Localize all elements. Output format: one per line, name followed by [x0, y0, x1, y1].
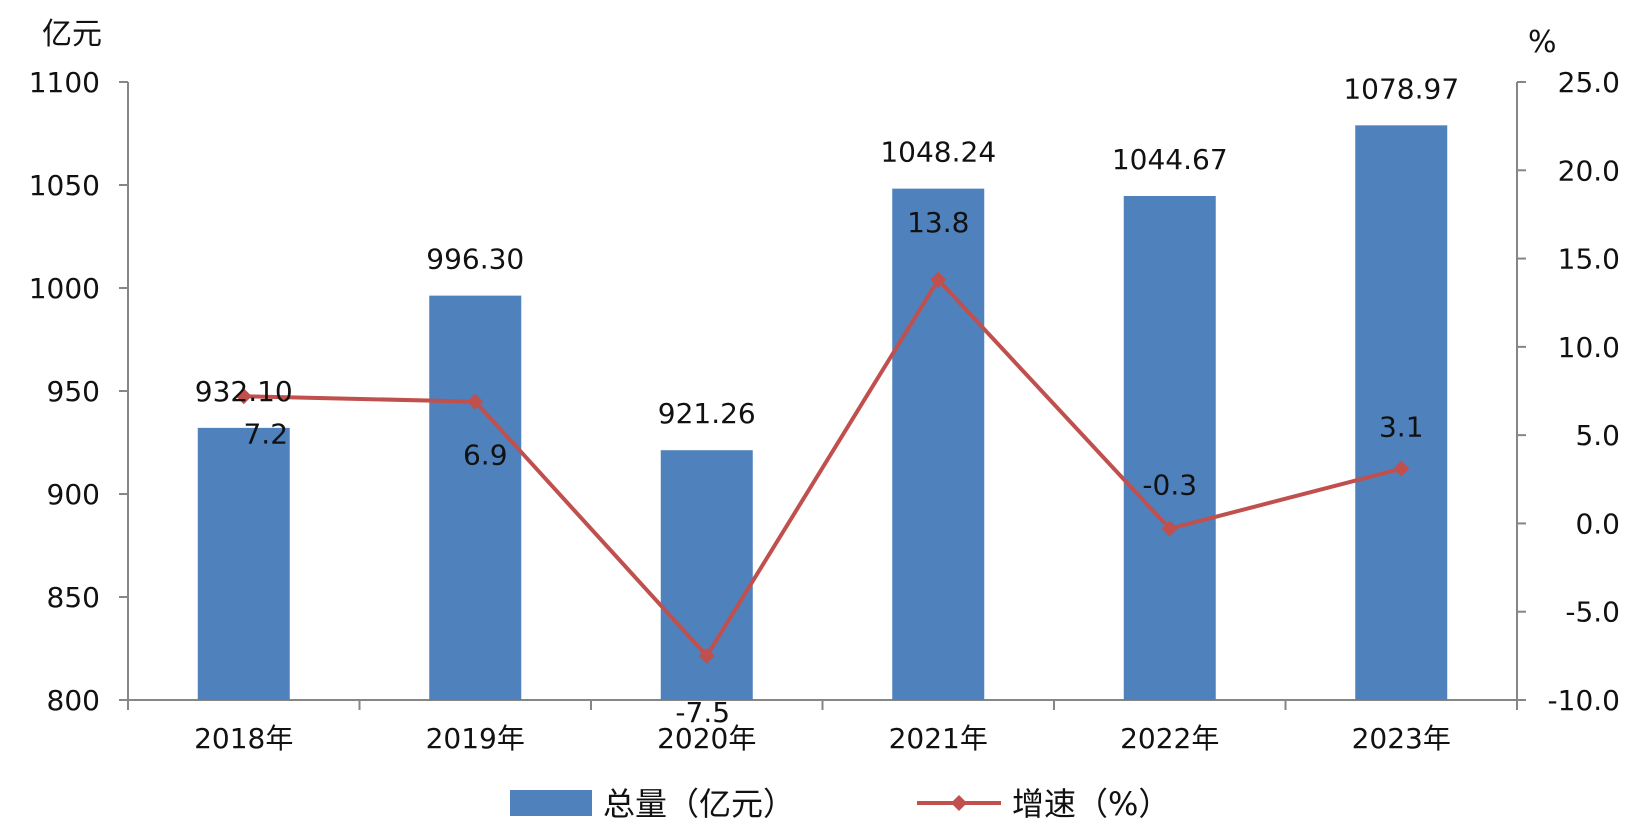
right-tick-label: 25.0 [1558, 66, 1620, 99]
bar-value-label: 1048.24 [880, 136, 996, 169]
bar [1355, 125, 1448, 701]
legend-label-line: 增速（%） [1012, 785, 1170, 823]
legend-swatch-bar [510, 790, 592, 816]
right-tick-label: 5.0 [1575, 419, 1620, 452]
left-tick-label: 1000 [29, 272, 100, 305]
x-tick-label: 2021年 [889, 722, 988, 755]
left-tick-label: 1100 [29, 66, 100, 99]
left-tick-label: 1050 [29, 169, 100, 202]
right-tick-label: -10.0 [1548, 684, 1620, 717]
bar [429, 295, 522, 700]
growth-marker [467, 393, 484, 410]
legend-marker-diamond [951, 795, 967, 811]
bar-value-label: 996.30 [426, 243, 524, 276]
left-tick-label: 900 [47, 478, 100, 511]
right-tick-label: 0.0 [1575, 507, 1620, 540]
bar [1123, 195, 1216, 700]
left-tick-label: 850 [47, 581, 100, 614]
growth-value-label: 7.2 [243, 417, 288, 450]
right-tick-label: -5.0 [1565, 596, 1620, 629]
x-tick-label: 2018年 [194, 722, 293, 755]
growth-line [243, 277, 1402, 658]
x-tick-label: 2020年 [657, 722, 756, 755]
left-axis-unit: 亿元 [42, 17, 102, 52]
growth-marker [698, 647, 715, 664]
legend-label-bar: 总量（亿元） [603, 785, 795, 823]
growth-marker [235, 388, 252, 405]
right-tick-label: 10.0 [1558, 331, 1620, 364]
right-axis-unit: % [1528, 25, 1557, 60]
growth-value-label: -0.3 [1142, 469, 1197, 502]
x-tick-label: 2023年 [1352, 722, 1451, 755]
left-axis: 1100 1050 1000 950 900 850 800 [29, 66, 129, 717]
growth-value-label: 6.9 [463, 439, 508, 472]
growth-value-label: -7.5 [675, 696, 730, 729]
right-axis: 25.0 20.0 15.0 10.0 5.0 0.0 -5.0 -10.0 [1516, 66, 1620, 717]
bar [892, 188, 985, 700]
bar-series [197, 125, 1448, 701]
line-series [235, 271, 1410, 664]
bar-value-label: 1078.97 [1343, 72, 1459, 105]
legend: 总量（亿元） 增速（%） [510, 785, 1170, 823]
growth-value-label: 3.1 [1379, 411, 1424, 444]
bar [197, 427, 290, 700]
bar-value-label: 921.26 [658, 397, 756, 430]
growth-value-label: 13.8 [907, 206, 969, 239]
x-tick-label: 2019年 [426, 722, 525, 755]
right-tick-label: 20.0 [1558, 154, 1620, 187]
bar-value-label: 1044.67 [1112, 143, 1228, 176]
data-labels: 932.10 996.30 921.26 1048.24 1044.67 1078.97 7… [195, 72, 1459, 729]
right-tick-label: 15.0 [1558, 243, 1620, 276]
x-tick-label: 2022年 [1120, 722, 1219, 755]
growth-marker [930, 271, 947, 288]
growth-marker [1161, 520, 1178, 537]
growth-marker [1393, 460, 1410, 477]
left-tick-label: 800 [47, 684, 100, 717]
left-tick-label: 950 [47, 375, 100, 408]
x-axis: 2018年 2019年 2020年 2021年 2022年 2023年 [127, 699, 1518, 755]
bar-value-label: 932.10 [195, 375, 293, 408]
